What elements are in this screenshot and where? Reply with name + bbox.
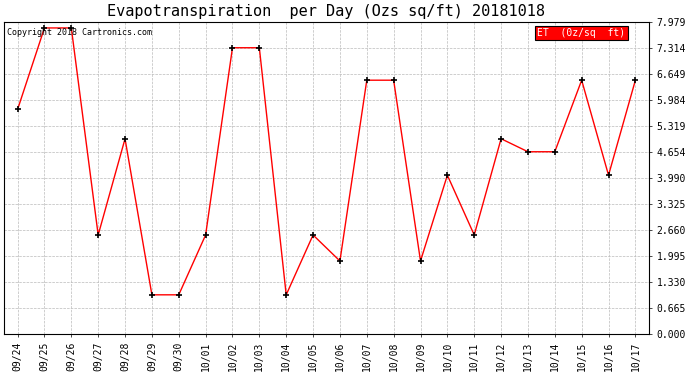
Text: Copyright 2018 Cartronics.com: Copyright 2018 Cartronics.com: [8, 28, 152, 37]
Text: ET  (0z/sq  ft): ET (0z/sq ft): [537, 28, 625, 38]
Title: Evapotranspiration  per Day (Ozs sq/ft) 20181018: Evapotranspiration per Day (Ozs sq/ft) 2…: [108, 4, 546, 19]
